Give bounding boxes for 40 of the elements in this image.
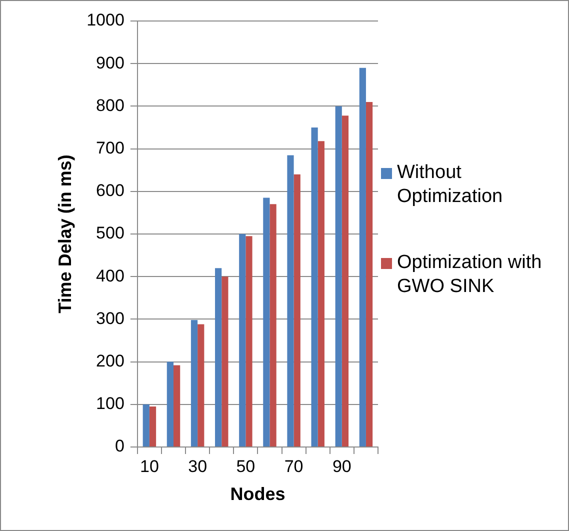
- y-tick-label: 500: [96, 224, 124, 243]
- y-tick-label: 0: [114, 436, 124, 456]
- bar: [342, 116, 349, 446]
- bar: [222, 276, 228, 446]
- bar: [246, 236, 252, 446]
- y-tick-label: 700: [96, 138, 124, 158]
- bar: [239, 234, 246, 446]
- y-axis-title: Time Delay (in ms): [54, 154, 75, 314]
- y-tick-label: 600: [96, 181, 124, 200]
- bar: [198, 324, 204, 446]
- bar: [294, 174, 300, 446]
- bar: [311, 128, 318, 446]
- legend-label: Optimization with GWO SINK: [397, 251, 543, 299]
- x-axis-title: Nodes: [230, 484, 286, 504]
- y-tick-label: 300: [96, 308, 124, 328]
- x-tick-label: 10: [140, 456, 159, 476]
- bar: [190, 320, 198, 446]
- bar: [270, 204, 276, 446]
- y-tick-label: 900: [96, 53, 124, 72]
- bar: [287, 155, 294, 446]
- x-tick-label: 90: [332, 456, 352, 476]
- bar: [366, 102, 373, 446]
- bar: [174, 365, 180, 446]
- x-tick-label: 70: [284, 456, 304, 476]
- bar: [335, 106, 342, 446]
- bar: [149, 406, 156, 446]
- legend-label: Without Optimization: [397, 161, 504, 209]
- y-tick-label: 400: [96, 266, 124, 286]
- bar: [359, 68, 366, 446]
- x-tick-label: 50: [236, 456, 256, 476]
- y-tick-label: 800: [96, 96, 124, 115]
- bar: [166, 362, 174, 446]
- y-tick-label: 200: [96, 351, 124, 370]
- bar: [215, 268, 222, 446]
- bar: [318, 141, 324, 446]
- y-tick-label: 1000: [86, 10, 124, 30]
- y-tick-label: 100: [96, 394, 124, 414]
- x-tick-label: 30: [188, 456, 208, 476]
- bar: [142, 404, 150, 446]
- bar: [263, 198, 270, 446]
